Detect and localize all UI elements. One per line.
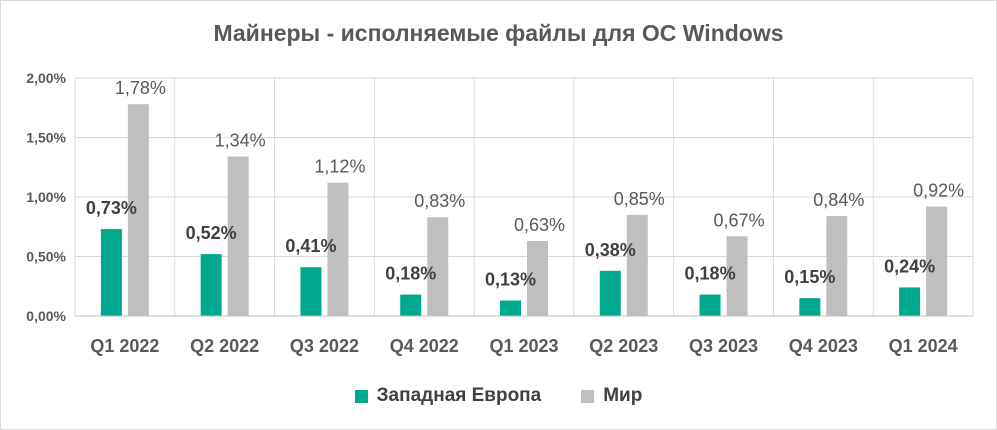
x-tick-label: Q3 2022 (290, 336, 359, 356)
data-label-world: 0,63% (514, 215, 565, 235)
bar-western-europe (400, 294, 422, 316)
data-label-western-europe: 0,18% (685, 264, 736, 284)
legend-item-western-europe: Западная Европа (354, 385, 542, 407)
legend-label-western-europe: Западная Европа (376, 385, 542, 406)
data-label-world: 0,83% (414, 191, 465, 211)
y-tick-label: 1,50% (26, 130, 66, 146)
bar-western-europe (500, 300, 521, 316)
data-label-world: 0,92% (913, 181, 964, 201)
data-label-western-europe: 0,38% (585, 240, 636, 260)
data-label-world: 0,84% (813, 190, 864, 210)
bar-world (327, 182, 349, 316)
legend-item-world: Мир (581, 385, 642, 407)
data-label-western-europe: 0,52% (186, 223, 237, 243)
x-tick-label: Q4 2022 (390, 336, 459, 356)
legend: Западная Европа Мир (0, 385, 997, 407)
x-tick-label: Q4 2023 (789, 336, 858, 356)
y-tick-label: 1,00% (26, 189, 66, 205)
chart-title: Майнеры - исполняемые файлы для ОС Windo… (213, 20, 784, 46)
data-label-western-europe: 0,73% (86, 198, 137, 218)
bar-western-europe (200, 254, 222, 316)
data-label-world: 1,34% (215, 131, 266, 151)
bar-world (527, 241, 548, 316)
data-label-western-europe: 0,15% (784, 267, 835, 287)
y-tick-label: 0,50% (26, 249, 66, 265)
legend-swatch-world (581, 389, 595, 403)
bar-world (626, 214, 648, 316)
x-tick-label: Q2 2022 (190, 336, 259, 356)
data-label-western-europe: 0,41% (285, 236, 336, 256)
x-tick-label: Q1 2024 (889, 336, 958, 356)
bar-western-europe (100, 229, 122, 316)
bar-western-europe (899, 287, 921, 316)
bar-western-europe (699, 294, 721, 316)
bar-western-europe (799, 298, 821, 316)
x-tick-label: Q2 2023 (589, 336, 658, 356)
bar-western-europe (599, 270, 621, 316)
bar-world (127, 104, 149, 317)
bar-world (227, 156, 249, 316)
bar-world (926, 206, 948, 316)
y-tick-label: 0,00% (26, 308, 66, 324)
x-tick-label: Q1 2023 (489, 336, 558, 356)
bar-world (726, 236, 748, 316)
bar-world (826, 216, 848, 316)
x-tick-label: Q3 2023 (689, 336, 758, 356)
data-label-world: 0,85% (614, 189, 665, 209)
bar-world (427, 217, 449, 316)
data-label-western-europe: 0,24% (884, 256, 935, 276)
data-label-western-europe: 0,18% (385, 264, 436, 284)
data-label-world: 1,12% (314, 157, 365, 177)
data-label-world: 0,67% (714, 210, 765, 230)
y-tick-label: 2,00% (26, 70, 66, 86)
data-label-western-europe: 0,13% (485, 270, 536, 290)
x-tick-label: Q1 2022 (90, 336, 159, 356)
data-label-world: 1,78% (115, 78, 166, 98)
legend-swatch-western-europe (354, 389, 368, 403)
legend-label-world: Мир (603, 385, 643, 406)
bar-western-europe (300, 267, 322, 316)
